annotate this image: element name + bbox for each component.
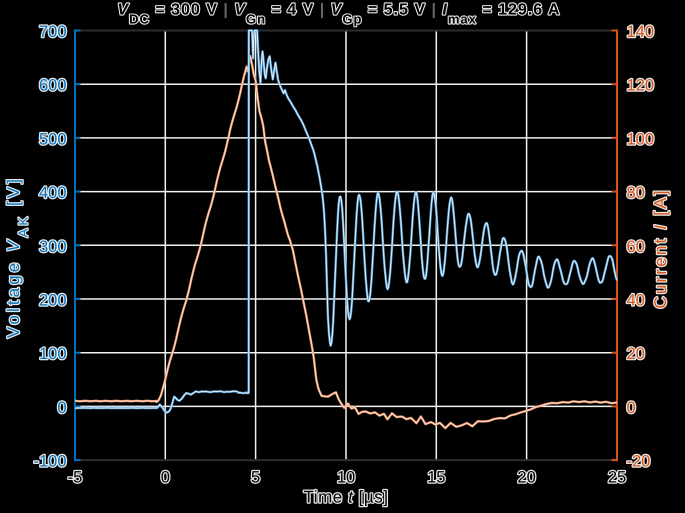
svg-text:0: 0 [161, 469, 170, 487]
svg-text:140: 140 [627, 23, 655, 41]
svg-text:400: 400 [39, 184, 67, 202]
svg-text:80: 80 [627, 184, 645, 202]
svg-text:5: 5 [251, 469, 260, 487]
svg-text:120: 120 [627, 77, 655, 95]
svg-text:VDC = 300 V | VGn = 4 V | VGp: VDC = 300 V | VGn = 4 V | VGp = 5.5 V | … [117, 2, 560, 27]
svg-text:Time t [µs]: Time t [µs] [303, 488, 388, 507]
svg-text:-20: -20 [627, 453, 651, 471]
svg-text:60: 60 [627, 238, 645, 256]
svg-text:600: 600 [39, 77, 67, 95]
svg-text:40: 40 [627, 292, 645, 310]
svg-text:25: 25 [608, 469, 626, 487]
svg-text:100: 100 [39, 345, 67, 363]
svg-text:10: 10 [337, 469, 355, 487]
svg-text:100: 100 [627, 130, 655, 148]
svg-text:-5: -5 [68, 469, 83, 487]
svg-text:300: 300 [39, 238, 67, 256]
svg-text:0: 0 [57, 399, 66, 417]
svg-text:-100: -100 [33, 453, 66, 471]
svg-text:15: 15 [427, 469, 445, 487]
svg-text:20: 20 [627, 345, 645, 363]
svg-text:20: 20 [517, 469, 535, 487]
svg-text:500: 500 [39, 130, 67, 148]
svg-text:200: 200 [39, 292, 67, 310]
svg-text:700: 700 [39, 23, 67, 41]
svg-text:0: 0 [627, 399, 636, 417]
svg-text:Current I [A]: Current I [A] [651, 188, 670, 308]
